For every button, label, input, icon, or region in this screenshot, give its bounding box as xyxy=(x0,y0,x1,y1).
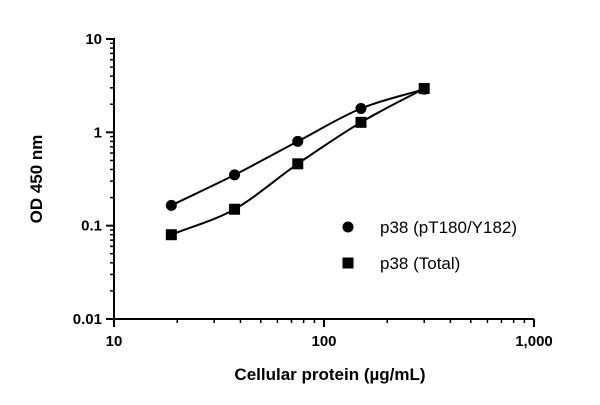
y-tick-label: 0.1 xyxy=(81,218,102,235)
point-series-2 xyxy=(165,229,177,241)
legend-label-series-2: p38 (Total) xyxy=(380,254,460,273)
x-tick-label: 1,000 xyxy=(515,333,553,350)
legend-label-series-1: p38 (pT180/Y182) xyxy=(380,218,517,237)
point-series-1 xyxy=(292,135,304,147)
legend-marker-series-1 xyxy=(342,221,354,233)
x-tick-label: 10 xyxy=(106,333,123,350)
legend: p38 (pT180/Y182) p38 (Total) xyxy=(342,218,517,273)
point-series-2 xyxy=(292,158,304,170)
x-axis-title: Cellular protein (µg/mL) xyxy=(234,365,425,384)
fit-curve-series-1 xyxy=(170,88,425,207)
y-axis-title: OD 450 nm xyxy=(27,135,46,224)
y-tick-label: 0.01 xyxy=(73,311,102,328)
point-series-1 xyxy=(355,103,367,115)
legend-marker-series-2 xyxy=(342,257,354,269)
x-tick-label: 100 xyxy=(311,333,336,350)
y-tick-label: 10 xyxy=(85,31,102,48)
data-points xyxy=(165,82,430,241)
point-series-2 xyxy=(418,82,430,94)
point-series-1 xyxy=(229,169,241,181)
axes: 10 100 1,000 0.01 0.1 1 10 xyxy=(73,31,553,350)
point-series-1 xyxy=(165,199,177,211)
point-series-2 xyxy=(355,116,367,128)
y-tick-label: 1 xyxy=(94,124,102,141)
point-series-2 xyxy=(229,203,241,215)
